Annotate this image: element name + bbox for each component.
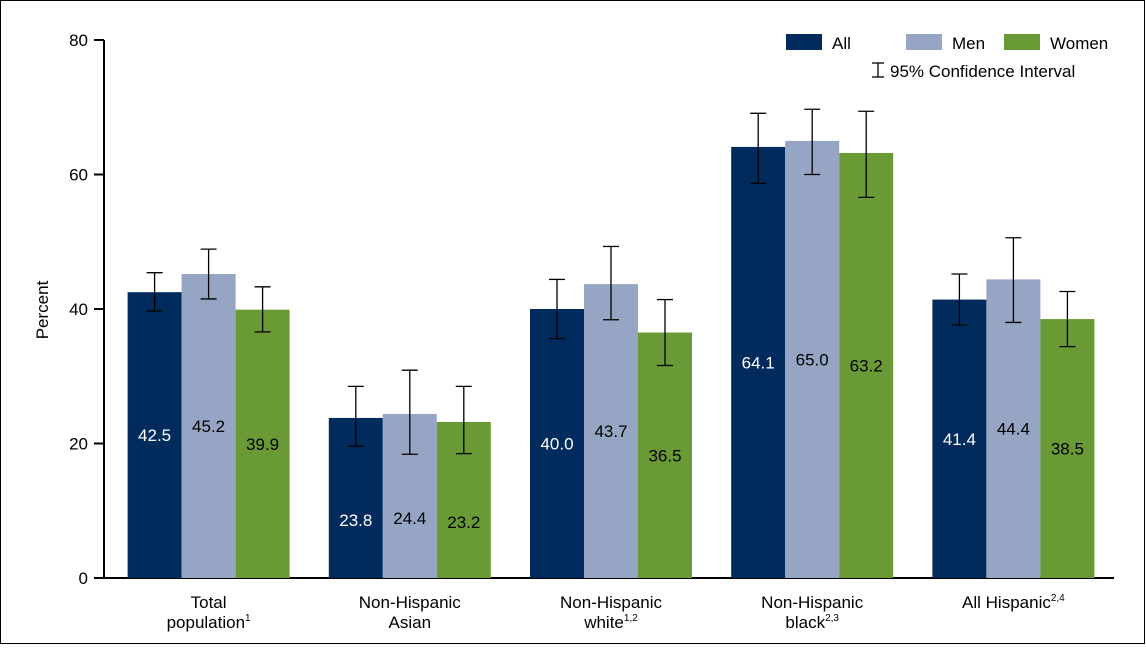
x-category-superscript: 2,4 bbox=[1051, 593, 1065, 604]
data-label: 45.2 bbox=[192, 417, 225, 436]
data-label: 23.8 bbox=[339, 511, 372, 530]
data-label: 42.5 bbox=[138, 426, 171, 445]
data-label: 40.0 bbox=[540, 435, 573, 454]
x-category-label-text: Non-Hispanic bbox=[761, 593, 864, 612]
legend-label-women: Women bbox=[1050, 34, 1108, 53]
bar-all bbox=[127, 292, 182, 578]
y-tick-label: 40 bbox=[69, 300, 88, 319]
x-category-label: white1,2 bbox=[583, 613, 638, 632]
data-label: 39.9 bbox=[246, 435, 279, 454]
error-bars bbox=[146, 108, 1076, 455]
legend-swatch-women bbox=[1004, 34, 1040, 50]
data-label: 44.4 bbox=[997, 420, 1030, 439]
data-label: 64.1 bbox=[742, 353, 775, 372]
x-category-superscript: 1,2 bbox=[624, 613, 638, 624]
y-axis: 0 20 40 60 80 bbox=[69, 31, 105, 588]
x-category-label-text: Asian bbox=[389, 613, 432, 632]
x-category-label-text: population bbox=[167, 613, 245, 632]
bar-men bbox=[986, 279, 1041, 578]
legend-label-all: All bbox=[832, 34, 851, 53]
data-label: 41.4 bbox=[943, 430, 976, 449]
x-category-label: Non-Hispanic bbox=[761, 593, 864, 612]
data-label: 63.2 bbox=[850, 356, 883, 375]
data-labels: 42.5 45.2 39.9 23.8 24.4 23.2 40.0 43.7 36.5 64.1… bbox=[138, 350, 1084, 532]
x-category-label: Non-Hispanic bbox=[560, 593, 663, 612]
x-category-label: black2,3 bbox=[785, 613, 839, 632]
bar-women bbox=[839, 152, 894, 579]
legend-swatch-all bbox=[786, 34, 822, 50]
bar-all bbox=[731, 146, 786, 579]
x-category-label: Total bbox=[191, 593, 227, 612]
bar-women bbox=[235, 309, 290, 578]
x-category-label-text: Non-Hispanic bbox=[560, 593, 663, 612]
bar-all bbox=[530, 309, 584, 578]
data-label: 24.4 bbox=[393, 509, 426, 528]
x-category-label-text: Non-Hispanic bbox=[359, 593, 462, 612]
y-tick-label: 20 bbox=[69, 435, 88, 454]
y-tick-label: 80 bbox=[69, 31, 88, 50]
ci-legend-label: 95% Confidence Interval bbox=[890, 62, 1075, 81]
y-tick-label: 60 bbox=[69, 166, 88, 185]
x-category-label: Non-Hispanic bbox=[359, 593, 462, 612]
bar-men bbox=[785, 140, 840, 578]
data-label: 23.2 bbox=[447, 513, 480, 532]
data-label: 65.0 bbox=[796, 350, 829, 369]
legend: All Men Women 95% Confidence Interval bbox=[786, 34, 1108, 81]
bar-women bbox=[638, 332, 692, 578]
legend-label-men: Men bbox=[952, 34, 985, 53]
x-category-label-text: black bbox=[785, 613, 825, 632]
data-label: 36.5 bbox=[648, 446, 681, 465]
bars bbox=[127, 140, 1095, 579]
data-label: 43.7 bbox=[594, 422, 627, 441]
x-category-label: Asian bbox=[389, 613, 432, 632]
x-category-label-text: Total bbox=[191, 593, 227, 612]
x-axis: Totalpopulation1Non-HispanicAsianNon-His… bbox=[104, 577, 1114, 632]
bar-men bbox=[181, 274, 236, 578]
x-category-label: All Hispanic2,4 bbox=[962, 593, 1065, 612]
x-category-superscript: 2,3 bbox=[825, 613, 839, 624]
bar-all bbox=[932, 299, 987, 578]
legend-swatch-men bbox=[906, 34, 942, 50]
y-axis-title: Percent bbox=[33, 280, 52, 339]
x-category-superscript: 1 bbox=[245, 613, 251, 624]
x-category-label-text: All Hispanic bbox=[962, 593, 1051, 612]
x-category-label-text: white bbox=[583, 613, 624, 632]
x-category-label: population1 bbox=[167, 613, 251, 632]
data-label: 38.5 bbox=[1051, 440, 1084, 459]
bar-women bbox=[1040, 319, 1095, 578]
bar-men bbox=[584, 284, 638, 578]
y-tick-label: 0 bbox=[79, 569, 88, 588]
